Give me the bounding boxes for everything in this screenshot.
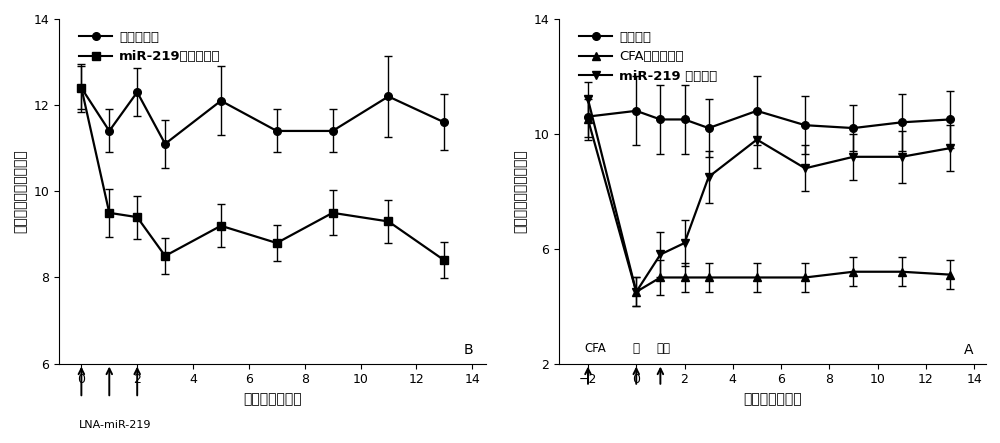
Text: LNA-miR-219: LNA-miR-219 <box>79 420 151 430</box>
Text: 病毒: 病毒 <box>657 342 671 355</box>
Y-axis label: 热痛缩足潜伏期（秒）: 热痛缩足潜伏期（秒） <box>514 149 528 233</box>
X-axis label: 注射时间（天）: 注射时间（天） <box>743 392 802 406</box>
Text: A: A <box>964 343 973 357</box>
Legend: 空载体组, CFA疼痛对照组, miR-219 过表达组: 空载体组, CFA疼痛对照组, miR-219 过表达组 <box>574 26 723 88</box>
Y-axis label: 热痛缩足潜伏期（秒）: 热痛缩足潜伏期（秒） <box>14 149 28 233</box>
Text: 慢: 慢 <box>633 342 640 355</box>
Text: CFA: CFA <box>584 342 606 355</box>
Text: B: B <box>464 343 473 357</box>
Legend: 生理盐水组, miR-219表达下调组: 生理盐水组, miR-219表达下调组 <box>74 26 226 69</box>
X-axis label: 注射时间（天）: 注射时间（天） <box>243 392 302 406</box>
